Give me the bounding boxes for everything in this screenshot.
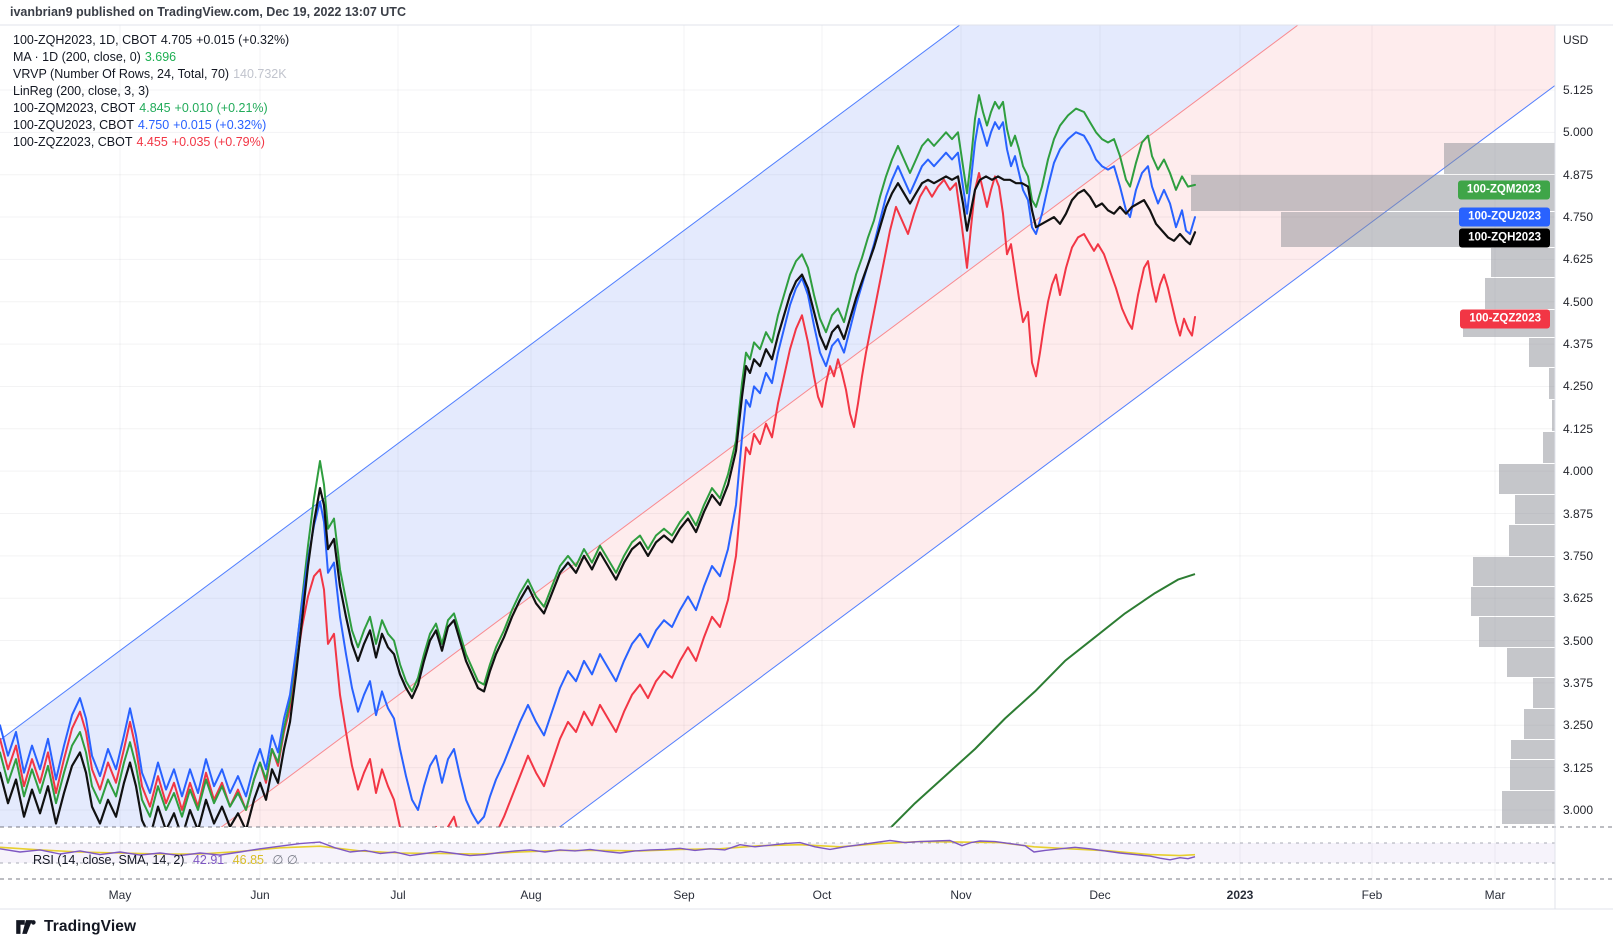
legend-text: 100-ZQZ2023, CBOT bbox=[13, 135, 133, 149]
legend-text: 3.696 bbox=[144, 50, 177, 64]
legend-row-0[interactable]: 100-ZQH2023, 1D, CBOT 4.705 +0.015 (+0.32%… bbox=[13, 32, 293, 49]
time-tick-label-aug: Aug bbox=[520, 888, 542, 902]
legend-row-6[interactable]: 100-ZQZ2023, CBOT 4.455 +0.035 (+0.79%) bbox=[13, 134, 293, 151]
rsi-label-text: RSI (14, close, SMA, 14, 2) bbox=[33, 853, 185, 867]
price-tick-label: 3.500 bbox=[1563, 633, 1594, 648]
legend-text: +0.035 (+0.79%) bbox=[171, 135, 265, 149]
legend-text: 140.732K bbox=[233, 67, 287, 81]
volume-profile-bar bbox=[1507, 648, 1555, 677]
volume-profile-bar bbox=[1499, 464, 1555, 494]
price-tick-label: 4.125 bbox=[1563, 421, 1594, 436]
time-tick-label-jul: Jul bbox=[390, 888, 406, 902]
tradingview-logo-text: TradingView bbox=[44, 918, 137, 935]
price-tick-label: 4.000 bbox=[1563, 464, 1594, 479]
volume-profile-bar bbox=[1491, 248, 1555, 277]
legend-row-5[interactable]: 100-ZQU2023, CBOT 4.750 +0.015 (+0.32%) bbox=[13, 117, 293, 134]
time-tick-label-sep: Sep bbox=[673, 888, 695, 902]
legend-text: 100-ZQM2023, CBOT bbox=[13, 101, 136, 115]
legend-row-2[interactable]: VRVP (Number Of Rows, 24, Total, 70) 140.… bbox=[13, 66, 293, 83]
legend-text: VRVP (Number Of Rows, 24, Total, 70) bbox=[13, 67, 230, 81]
tradingview-logo-icon bbox=[16, 920, 36, 934]
volume-profile-bar bbox=[1502, 791, 1555, 824]
price-tick-label: 3.750 bbox=[1563, 548, 1594, 563]
volume-profile-bar bbox=[1473, 557, 1555, 586]
price-tick-label: 3.625 bbox=[1563, 591, 1594, 606]
volume-profile-bar bbox=[1552, 400, 1555, 431]
price-tick-label: 3.125 bbox=[1563, 760, 1594, 775]
legend-text: MA · 1D (200, close, 0) bbox=[13, 50, 141, 64]
time-tick-label-may: May bbox=[108, 888, 132, 902]
series-line-100-zqm2023 bbox=[0, 94, 1196, 818]
price-tick-label: 5.125 bbox=[1563, 83, 1594, 97]
legend-text: LinReg (200, close, 3, 3) bbox=[13, 84, 150, 98]
price-tick-label: 4.375 bbox=[1563, 337, 1594, 352]
price-tick-label: 5.000 bbox=[1563, 125, 1594, 140]
time-tick-label-dec: Dec bbox=[1089, 888, 1111, 902]
volume-profile-bar bbox=[1511, 740, 1555, 759]
price-tick-label: 3.250 bbox=[1563, 718, 1594, 733]
time-tick-label-jun: Jun bbox=[250, 888, 270, 902]
price-tick-label: 4.625 bbox=[1563, 252, 1594, 267]
volume-profile-bar bbox=[1533, 678, 1555, 708]
linreg-upper-line bbox=[0, 25, 961, 741]
legend-text: 4.455 bbox=[136, 135, 168, 149]
volume-profile-bar bbox=[1529, 338, 1555, 367]
legend-row-4[interactable]: 100-ZQM2023, CBOT 4.845 +0.010 (+0.21%) bbox=[13, 100, 293, 117]
tradingview-logo[interactable]: TradingView bbox=[16, 918, 136, 936]
time-tick-label-oct: Oct bbox=[812, 888, 832, 902]
volume-profile-bar bbox=[1543, 432, 1555, 463]
legend-row-1[interactable]: MA · 1D (200, close, 0) 3.696 bbox=[13, 49, 293, 66]
series-line-100-zqu2023 bbox=[0, 117, 1196, 825]
volume-profile-bar bbox=[1479, 617, 1555, 647]
price-tick-label: 3.875 bbox=[1563, 506, 1594, 521]
time-tick-label-nov: Nov bbox=[950, 888, 972, 902]
volume-profile-bar bbox=[1524, 709, 1555, 739]
price-tick-label: 4.250 bbox=[1563, 379, 1594, 394]
price-tick-label: 4.875 bbox=[1563, 167, 1594, 182]
rsi-hidden-values: ∅ ∅ bbox=[272, 853, 298, 867]
volume-profile-bar bbox=[1485, 278, 1555, 309]
legend-text: +0.015 (+0.32%) bbox=[173, 118, 267, 132]
rsi-band-fill bbox=[0, 843, 1555, 863]
rsi-line bbox=[0, 839, 1196, 861]
indicator-legend: 100-ZQH2023, 1D, CBOT 4.705 +0.015 (+0.32%… bbox=[13, 32, 293, 151]
volume-profile-bar bbox=[1549, 368, 1555, 399]
rsi-ma-value: 46.85 bbox=[232, 853, 264, 867]
rsi-value: 42.91 bbox=[192, 853, 225, 867]
price-pill-100-zqu2023: 100-ZQU2023 bbox=[1459, 207, 1550, 227]
volume-profile-bar bbox=[1509, 525, 1555, 556]
time-tick-label-2023: 2023 bbox=[1226, 888, 1254, 902]
volume-profile-bar bbox=[1515, 495, 1555, 524]
price-pill-100-zqz2023: 100-ZQZ2023 bbox=[1460, 309, 1550, 329]
price-pill-100-zqh2023: 100-ZQH2023 bbox=[1459, 228, 1550, 248]
time-tick-label-mar: Mar bbox=[1484, 888, 1506, 902]
legend-text: 4.845 bbox=[139, 101, 171, 115]
ma200-line bbox=[889, 573, 1196, 827]
publish-header: ivanbrian9 published on TradingView.com,… bbox=[10, 5, 406, 19]
time-tick-label-feb: Feb bbox=[1361, 888, 1383, 902]
legend-row-3[interactable]: LinReg (200, close, 3, 3) bbox=[13, 83, 293, 100]
legend-text: 4.750 bbox=[137, 118, 170, 132]
legend-text: 100-ZQH2023, 1D, CBOT bbox=[13, 33, 157, 47]
volume-profile-bar bbox=[1444, 143, 1555, 174]
price-tick-label: 4.750 bbox=[1563, 210, 1594, 225]
volume-profile-bar bbox=[1510, 760, 1555, 790]
price-tick-label: 4.500 bbox=[1563, 294, 1594, 309]
price-tick-label: 3.375 bbox=[1563, 675, 1594, 690]
rsi-indicator-legend[interactable]: RSI (14, close, SMA, 14, 2) 42.91 46.85 … bbox=[33, 852, 303, 867]
legend-text: +0.015 (+0.32%) bbox=[196, 33, 290, 47]
legend-text: 4.705 bbox=[160, 33, 193, 47]
price-pill-100-zqm2023: 100-ZQM2023 bbox=[1457, 180, 1550, 200]
series-line-100-zqh2023 bbox=[0, 175, 1197, 827]
legend-text: 100-ZQU2023, CBOT bbox=[13, 118, 134, 132]
volume-profile-bar bbox=[1471, 587, 1555, 616]
legend-text: +0.010 (+0.21%) bbox=[174, 101, 268, 115]
price-tick-label: 3.000 bbox=[1563, 802, 1594, 817]
price-axis-currency: USD bbox=[1563, 33, 1589, 47]
